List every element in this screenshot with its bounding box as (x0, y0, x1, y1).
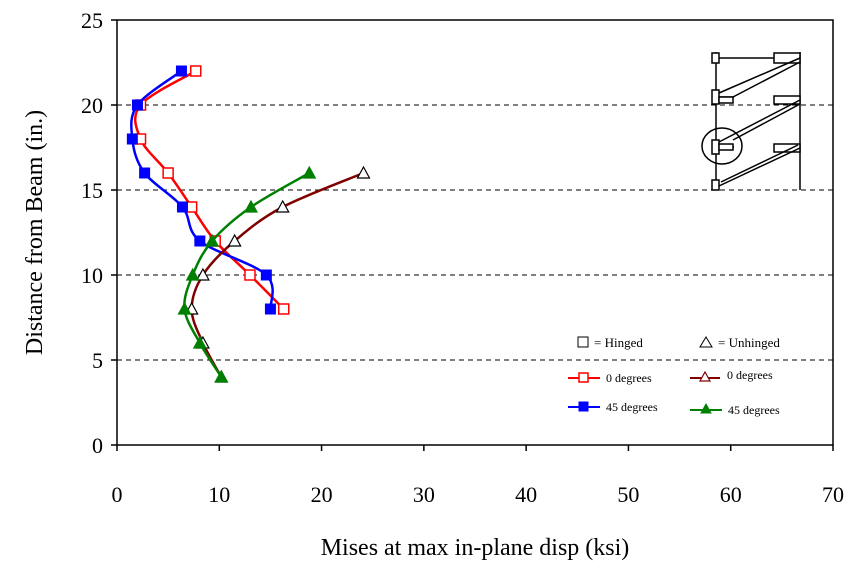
legend-hinged-label: = Hinged (594, 335, 643, 350)
y-tick-label: 10 (81, 263, 103, 288)
data-point (192, 335, 207, 349)
series-layer (126, 65, 371, 383)
x-tick-label: 60 (720, 482, 742, 507)
data-point (356, 165, 371, 179)
data-point (264, 303, 276, 315)
x-axis-ticks: 0 10 20 30 40 50 60 70 (112, 445, 844, 507)
data-point (131, 99, 143, 111)
data-point (244, 269, 256, 281)
data-point (185, 201, 198, 213)
y-tick-label: 5 (92, 348, 103, 373)
data-point (277, 303, 290, 315)
legend-label-hinged-0: 0 degrees (606, 371, 652, 385)
data-point (275, 199, 290, 213)
y-tick-label: 20 (81, 93, 103, 118)
data-point (260, 269, 272, 281)
x-tick-label: 30 (413, 482, 435, 507)
legend-label-unhinged-45: 45 degrees (728, 403, 780, 417)
data-point (194, 235, 206, 247)
x-tick-label: 70 (822, 482, 844, 507)
legend-marker-unhinged-45 (700, 402, 712, 414)
data-point (175, 65, 187, 77)
hinged-legend-square (577, 336, 589, 348)
legend: = Hinged = Unhinged 0 degrees 0 degrees … (568, 335, 780, 417)
data-point (214, 369, 229, 383)
y-axis-ticks: 0 5 10 15 20 25 (81, 8, 117, 458)
x-tick-label: 50 (617, 482, 639, 507)
x-axis-title: Mises at max in-plane disp (ksi) (321, 535, 630, 561)
data-point (185, 267, 200, 281)
data-point (205, 233, 220, 247)
plot-area-frame (116, 19, 834, 446)
data-point (139, 167, 151, 179)
data-point (227, 233, 242, 247)
legend-unhinged-label: = Unhinged (718, 335, 780, 350)
x-tick-label: 20 (311, 482, 333, 507)
data-point (176, 201, 188, 213)
x-tick-label: 0 (112, 482, 123, 507)
data-point (302, 165, 317, 179)
bracing-schematic (701, 52, 801, 191)
series-1 (126, 65, 276, 315)
data-point (195, 267, 210, 281)
legend-label-unhinged-0: 0 degrees (727, 368, 773, 382)
y-tick-label: 25 (81, 8, 103, 33)
data-point (162, 167, 174, 179)
x-tick-label: 40 (515, 482, 537, 507)
y-axis-title: Distance from Beam (in.) (22, 110, 48, 355)
legend-label-hinged-45: 45 degrees (606, 400, 658, 414)
series-2 (184, 165, 371, 383)
x-tick-label: 10 (208, 482, 230, 507)
series-3 (177, 165, 317, 383)
unhinged-legend-triangle (699, 336, 713, 348)
legend-marker-unhinged-0 (698, 370, 712, 382)
data-point (177, 301, 192, 315)
data-point (190, 65, 202, 77)
data-point (126, 133, 138, 145)
legend-marker-hinged-0 (578, 372, 589, 383)
legend-marker-hinged-45 (578, 401, 589, 412)
y-tick-label: 15 (81, 178, 103, 203)
y-tick-label: 0 (92, 433, 103, 458)
data-point (243, 199, 259, 213)
